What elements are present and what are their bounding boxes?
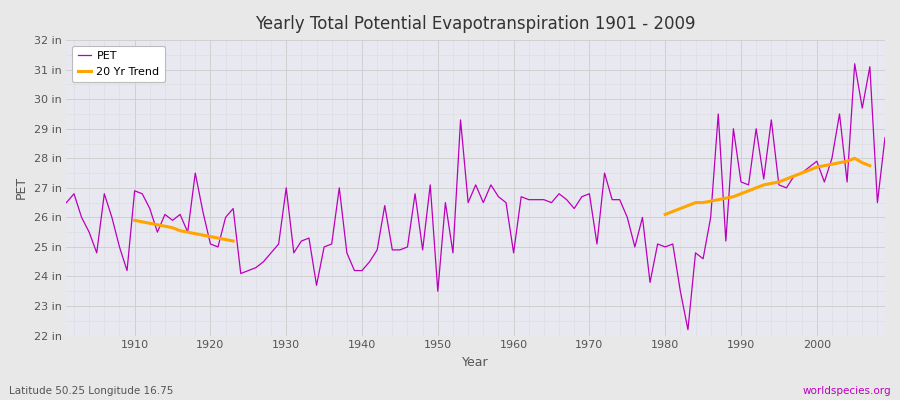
PET bbox=[288, 250, 299, 255]
20 Yr Trend bbox=[205, 234, 216, 239]
20 Yr Trend bbox=[228, 239, 238, 244]
20 Yr Trend bbox=[159, 224, 170, 229]
Y-axis label: PET: PET bbox=[15, 176, 28, 200]
20 Yr Trend bbox=[175, 228, 185, 233]
Title: Yearly Total Potential Evapotranspiration 1901 - 2009: Yearly Total Potential Evapotranspiratio… bbox=[256, 15, 696, 33]
20 Yr Trend bbox=[220, 237, 231, 242]
20 Yr Trend bbox=[190, 231, 201, 236]
Line: PET: PET bbox=[67, 64, 885, 330]
PET bbox=[682, 327, 693, 332]
20 Yr Trend bbox=[167, 225, 178, 230]
20 Yr Trend bbox=[212, 236, 223, 240]
X-axis label: Year: Year bbox=[463, 356, 489, 369]
20 Yr Trend bbox=[144, 221, 155, 226]
Text: worldspecies.org: worldspecies.org bbox=[803, 386, 891, 396]
20 Yr Trend bbox=[152, 222, 163, 227]
Line: 20 Yr Trend: 20 Yr Trend bbox=[135, 220, 233, 241]
PET bbox=[334, 186, 345, 190]
20 Yr Trend bbox=[183, 230, 194, 234]
PET bbox=[879, 135, 890, 140]
PET bbox=[599, 171, 610, 176]
PET bbox=[500, 200, 511, 205]
PET bbox=[122, 268, 132, 273]
20 Yr Trend bbox=[137, 220, 148, 224]
PET bbox=[508, 250, 519, 255]
PET bbox=[61, 200, 72, 205]
PET bbox=[850, 61, 860, 66]
Legend: PET, 20 Yr Trend: PET, 20 Yr Trend bbox=[72, 46, 165, 82]
Text: Latitude 50.25 Longitude 16.75: Latitude 50.25 Longitude 16.75 bbox=[9, 386, 174, 396]
20 Yr Trend bbox=[197, 233, 208, 238]
20 Yr Trend bbox=[130, 218, 140, 223]
